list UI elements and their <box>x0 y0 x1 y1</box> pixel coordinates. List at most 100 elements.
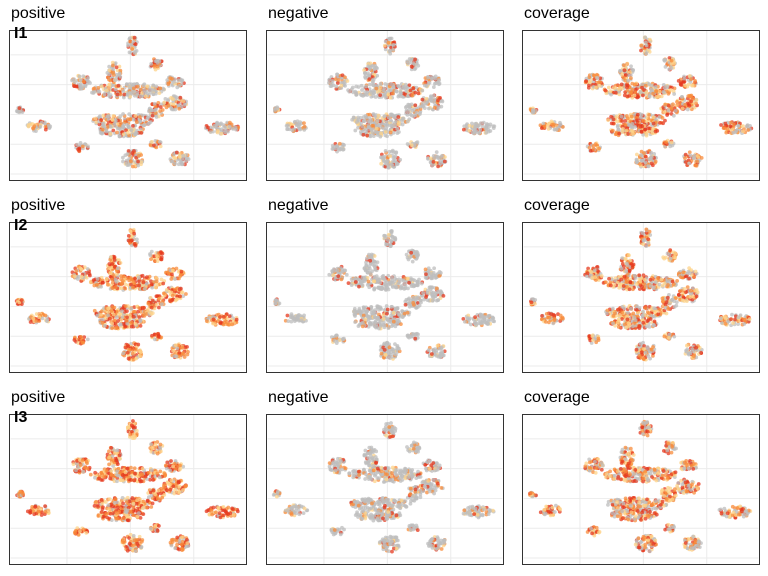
scatter-point <box>462 319 467 324</box>
scatter-point <box>650 131 655 136</box>
scatter-point <box>386 232 391 237</box>
scatter-point <box>158 144 163 149</box>
scatter-point <box>363 114 368 118</box>
scatter-point <box>173 107 178 112</box>
scatter-point <box>491 319 496 323</box>
scatter-point <box>131 39 136 44</box>
scatter-point <box>367 67 372 72</box>
scatter-point <box>78 82 83 86</box>
scatter-point <box>354 92 359 97</box>
scatter-point <box>384 162 389 166</box>
scatter-point <box>389 280 393 284</box>
scatter-point <box>486 321 490 326</box>
scatter-point <box>113 285 118 290</box>
scatter-point <box>124 128 128 132</box>
panel-title: positive <box>11 197 66 214</box>
scatter-point <box>72 274 77 279</box>
scatter-point <box>294 123 299 128</box>
scatter-point <box>155 259 160 264</box>
scatter-point <box>46 123 51 128</box>
scatter-point <box>128 316 133 321</box>
scatter-point <box>151 143 156 148</box>
scatter-point <box>183 345 188 350</box>
scatter-point <box>138 318 143 322</box>
scatter-point <box>654 89 658 94</box>
scatter-point <box>184 158 188 163</box>
scatter-point <box>150 139 154 144</box>
scatter-point <box>379 161 384 166</box>
scatter-point <box>669 106 674 111</box>
scatter-point <box>466 316 470 320</box>
scatter-point <box>379 351 384 356</box>
scatter-point <box>136 153 141 158</box>
scatter-point <box>430 298 435 303</box>
scatter-point <box>405 109 410 114</box>
scatter-point <box>126 238 131 243</box>
scatter-point <box>101 121 106 126</box>
scatter-point <box>409 250 414 255</box>
scatter-point <box>157 296 161 301</box>
scatter-point <box>106 313 110 318</box>
scatter-point <box>86 79 91 84</box>
scatter-point <box>388 154 393 159</box>
scatter-point <box>117 71 122 76</box>
scatter-point <box>619 114 624 119</box>
scatter-point <box>394 161 399 165</box>
scatter-point <box>473 130 478 135</box>
scatter-point <box>273 107 278 112</box>
scatter-point <box>360 283 365 288</box>
scatter-point <box>438 161 443 166</box>
scatter-point <box>381 317 386 321</box>
scatter-point <box>17 110 22 115</box>
scatter-point <box>104 316 108 321</box>
scatter-point <box>386 165 391 170</box>
scatter-point <box>405 310 410 315</box>
scatter-point <box>366 324 371 329</box>
scatter-point <box>371 134 376 138</box>
scatter-point <box>353 312 357 317</box>
scatter-point <box>370 123 375 128</box>
scatter-point <box>373 308 378 312</box>
scatter-point <box>629 128 634 133</box>
scatter-point <box>387 345 392 350</box>
scatter-point <box>424 272 428 277</box>
scatter-point <box>461 127 466 132</box>
scatter-point <box>148 253 153 258</box>
scatter-point <box>121 132 126 137</box>
scatter-point <box>383 129 388 134</box>
scatter-point <box>383 353 388 357</box>
scatter-point <box>129 91 134 96</box>
scatter-point <box>141 83 146 88</box>
scatter-point <box>363 75 367 79</box>
scatter-point <box>211 317 216 322</box>
scatter-point <box>391 130 396 135</box>
scatter-point <box>671 102 675 107</box>
scatter-point <box>129 320 134 325</box>
scatter-point <box>473 321 477 326</box>
scatter-point <box>79 334 83 339</box>
scatter-point <box>719 123 723 127</box>
scatter-point <box>173 343 178 348</box>
scatter-point <box>662 59 667 63</box>
scatter-point <box>651 91 655 96</box>
scatter-point <box>428 287 433 291</box>
scatter-point <box>676 79 681 83</box>
scatter-point <box>112 121 117 126</box>
scatter-point <box>595 75 599 80</box>
scatter-point <box>115 266 120 271</box>
scatter-point <box>174 266 179 271</box>
scatter-point <box>336 78 341 82</box>
scatter-point <box>78 87 83 91</box>
scatter-point <box>666 103 671 108</box>
scatter-point <box>539 126 544 130</box>
scatter-point <box>376 285 381 290</box>
scatter-point <box>687 103 692 108</box>
scatter-point <box>378 134 383 139</box>
scatter-point <box>639 112 644 117</box>
scatter-point <box>416 295 421 300</box>
scatter-point <box>483 319 488 324</box>
scatter-point <box>630 125 635 129</box>
scatter-point <box>403 82 408 87</box>
scatter-point <box>298 127 303 132</box>
scatter-point <box>118 260 123 265</box>
